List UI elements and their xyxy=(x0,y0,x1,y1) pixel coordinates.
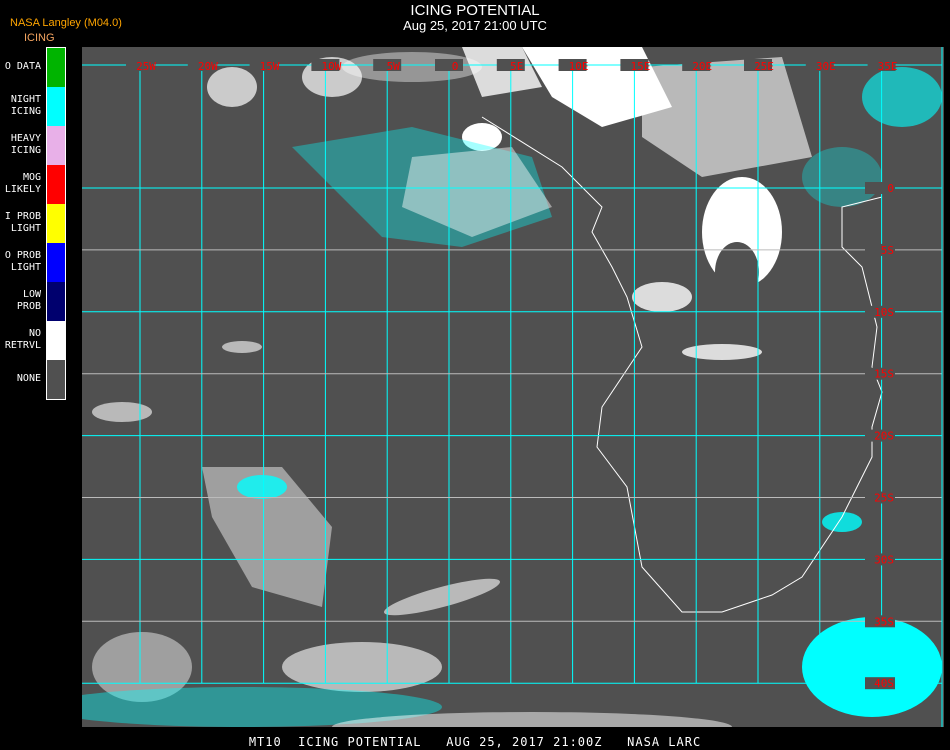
label-bg xyxy=(865,491,895,504)
legend-swatch xyxy=(47,165,65,204)
lat-lon-grid xyxy=(82,64,942,684)
label-bg xyxy=(558,59,587,71)
legend-label: NONE xyxy=(16,372,41,384)
label-bg xyxy=(435,59,463,71)
longitude-label: 25E xyxy=(754,60,774,73)
grid-labels: 25W 20W 15W 10W 5W 0 5E 10E 15E 20E 25E 30E 35E 0 5S 10… xyxy=(126,59,898,690)
latitude-label: 35S xyxy=(874,615,894,628)
longitude-label: 30E xyxy=(816,60,836,73)
legend-label: O DATA xyxy=(4,60,41,72)
label-bg xyxy=(865,182,895,194)
label-bg xyxy=(805,59,834,71)
latitude-label: 30S xyxy=(874,553,894,566)
color-legend xyxy=(46,47,66,400)
longitude-label: 5E xyxy=(510,60,523,73)
latitude-label: 10S xyxy=(874,306,894,319)
label-bg xyxy=(682,59,711,71)
legend-swatch xyxy=(47,204,65,243)
legend-label: NIGHT ICING xyxy=(10,93,41,117)
longitude-label: 20E xyxy=(692,60,712,73)
legend-label: MOG LIKELY xyxy=(4,171,41,195)
legend-title: ICING xyxy=(24,32,55,44)
label-bg xyxy=(865,677,895,690)
legend-label: LOW PROB xyxy=(16,288,41,312)
latitude-label: 25S xyxy=(874,492,894,505)
longitude-label: 15W xyxy=(260,60,280,73)
longitude-label: 10W xyxy=(321,60,341,73)
label-bg xyxy=(126,59,154,71)
longitude-label: 25W xyxy=(136,60,156,73)
latitude-label: 15S xyxy=(874,368,894,381)
legend-swatch xyxy=(47,87,65,126)
legend-label: HEAVY ICING xyxy=(10,132,41,156)
latitude-label: 20S xyxy=(874,430,894,443)
legend-swatch xyxy=(47,321,65,360)
longitude-label: 10E xyxy=(569,60,589,73)
label-bg xyxy=(496,59,525,71)
legend-swatch xyxy=(47,126,65,165)
footer-caption: MT10 ICING POTENTIAL AUG 25, 2017 21:00Z… xyxy=(248,735,702,749)
label-bg xyxy=(865,615,895,628)
label-bg xyxy=(249,59,278,71)
legend-label: I PROB LIGHT xyxy=(4,210,41,234)
latitude-label: 5S xyxy=(881,244,894,257)
longitude-label: 0 xyxy=(452,60,459,73)
legend-label: NO RETRVL xyxy=(4,327,41,351)
longitude-label: 5W xyxy=(387,60,401,73)
latitude-label: 0 xyxy=(887,182,894,195)
legend-label: O PROB LIGHT xyxy=(4,249,41,273)
legend-swatch xyxy=(47,48,65,87)
map-background xyxy=(82,47,944,727)
legend-swatch xyxy=(47,243,65,282)
label-bg xyxy=(373,59,402,71)
page-subtitle: Aug 25, 2017 21:00 UTC xyxy=(403,18,547,33)
longitude-label: 20W xyxy=(198,60,218,73)
label-bg xyxy=(744,59,772,71)
longitude-label: 35E xyxy=(878,60,898,73)
producer-label: NASA Langley (M04.0) xyxy=(10,17,122,29)
label-bg xyxy=(865,305,895,318)
label-bg xyxy=(865,429,895,442)
label-bg xyxy=(865,367,895,380)
page-title: ICING POTENTIAL xyxy=(410,2,540,19)
label-bg xyxy=(620,59,649,71)
label-bg xyxy=(867,59,896,71)
label-bg xyxy=(865,243,895,256)
label-bg xyxy=(311,59,340,71)
legend-swatch xyxy=(47,360,65,399)
label-bg xyxy=(865,553,895,566)
label-bg xyxy=(187,59,216,71)
latitude-label: 40S xyxy=(874,677,894,690)
icing-map: 25W 20W 15W 10W 5W 0 5E 10E 15E 20E 25E 30E 35E 0 5S 10… xyxy=(82,47,944,727)
longitude-label: 15E xyxy=(630,60,650,73)
legend-swatch xyxy=(47,282,65,321)
